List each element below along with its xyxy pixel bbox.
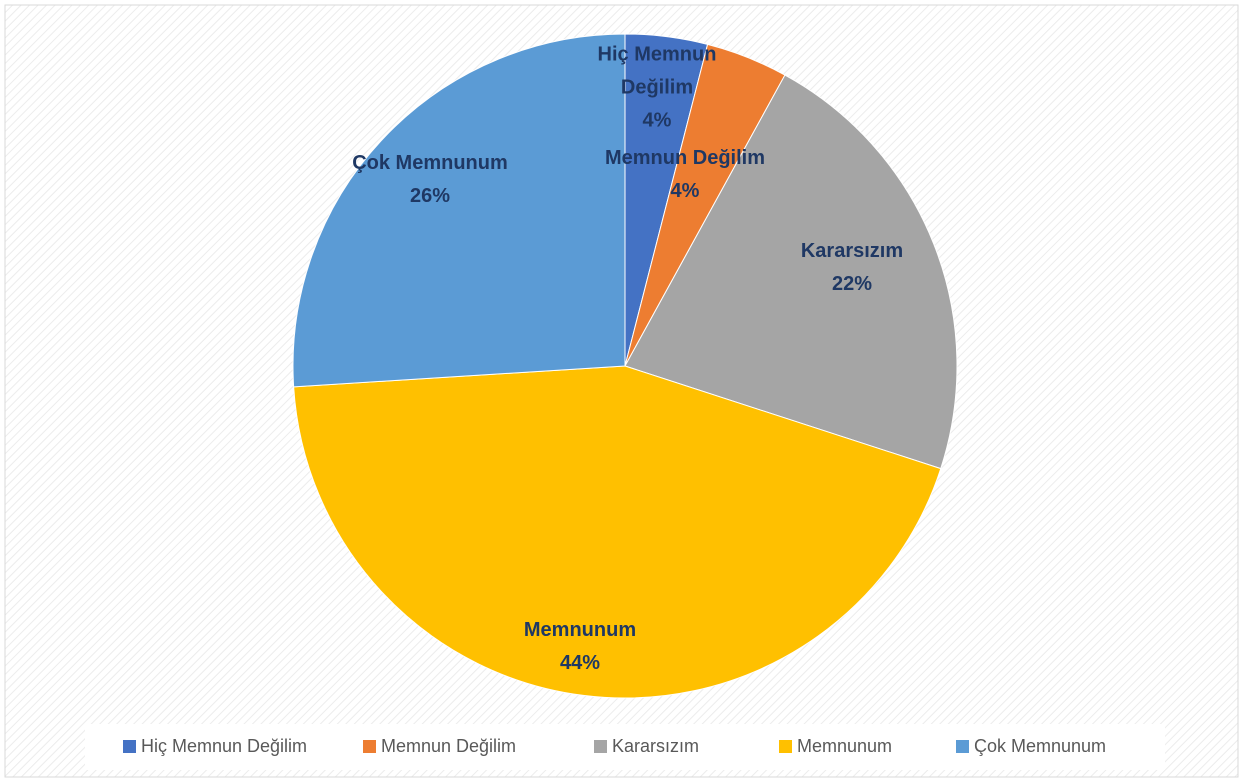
legend-swatch	[779, 740, 792, 753]
legend-item: Kararsızım	[594, 734, 699, 758]
pie-slice	[293, 365, 942, 699]
legend-label: Çok Memnunum	[974, 736, 1107, 756]
legend-background	[85, 724, 1165, 770]
data-label-value: 4%	[670, 180, 700, 202]
legend-swatch	[363, 740, 376, 753]
legend-label: Memnunum	[797, 736, 893, 756]
data-label-value: 4%	[642, 109, 672, 132]
data-label: Memnunum 44%	[480, 614, 680, 680]
data-label-name: Memnunum	[523, 619, 637, 641]
legend-label: Memnun Değilim	[381, 736, 517, 756]
data-label-name: Memnun Değilim	[604, 147, 765, 169]
legend-item: Memnun Değilim	[363, 734, 516, 758]
data-label: Hiç Memnun Değilim 4%	[582, 39, 732, 138]
data-label-name: Kararsızım	[800, 240, 904, 262]
data-label-value: 44%	[559, 652, 601, 674]
legend-item: Memnunum	[779, 734, 892, 758]
legend-item: Çok Memnunum	[956, 734, 1106, 758]
data-label-name: Hiç Memnun Değilim	[597, 43, 717, 99]
data-label: Çok Memnunum 26%	[310, 147, 550, 213]
legend-label: Hiç Memnun Değilim	[141, 736, 308, 756]
pie-slice	[624, 74, 958, 470]
pie-slice	[292, 33, 626, 388]
data-label-value: 26%	[409, 185, 451, 207]
data-label: Memnun Değilim 4%	[575, 142, 795, 208]
legend-item: Hiç Memnun Değilim	[123, 734, 307, 758]
legend-swatch	[123, 740, 136, 753]
data-label-name: Çok Memnunum	[352, 152, 508, 174]
data-label: Kararsızım 22%	[752, 235, 952, 301]
legend-label: Kararsızım	[612, 736, 700, 756]
data-label-value: 22%	[831, 273, 873, 295]
legend-swatch	[956, 740, 969, 753]
legend-swatch	[594, 740, 607, 753]
